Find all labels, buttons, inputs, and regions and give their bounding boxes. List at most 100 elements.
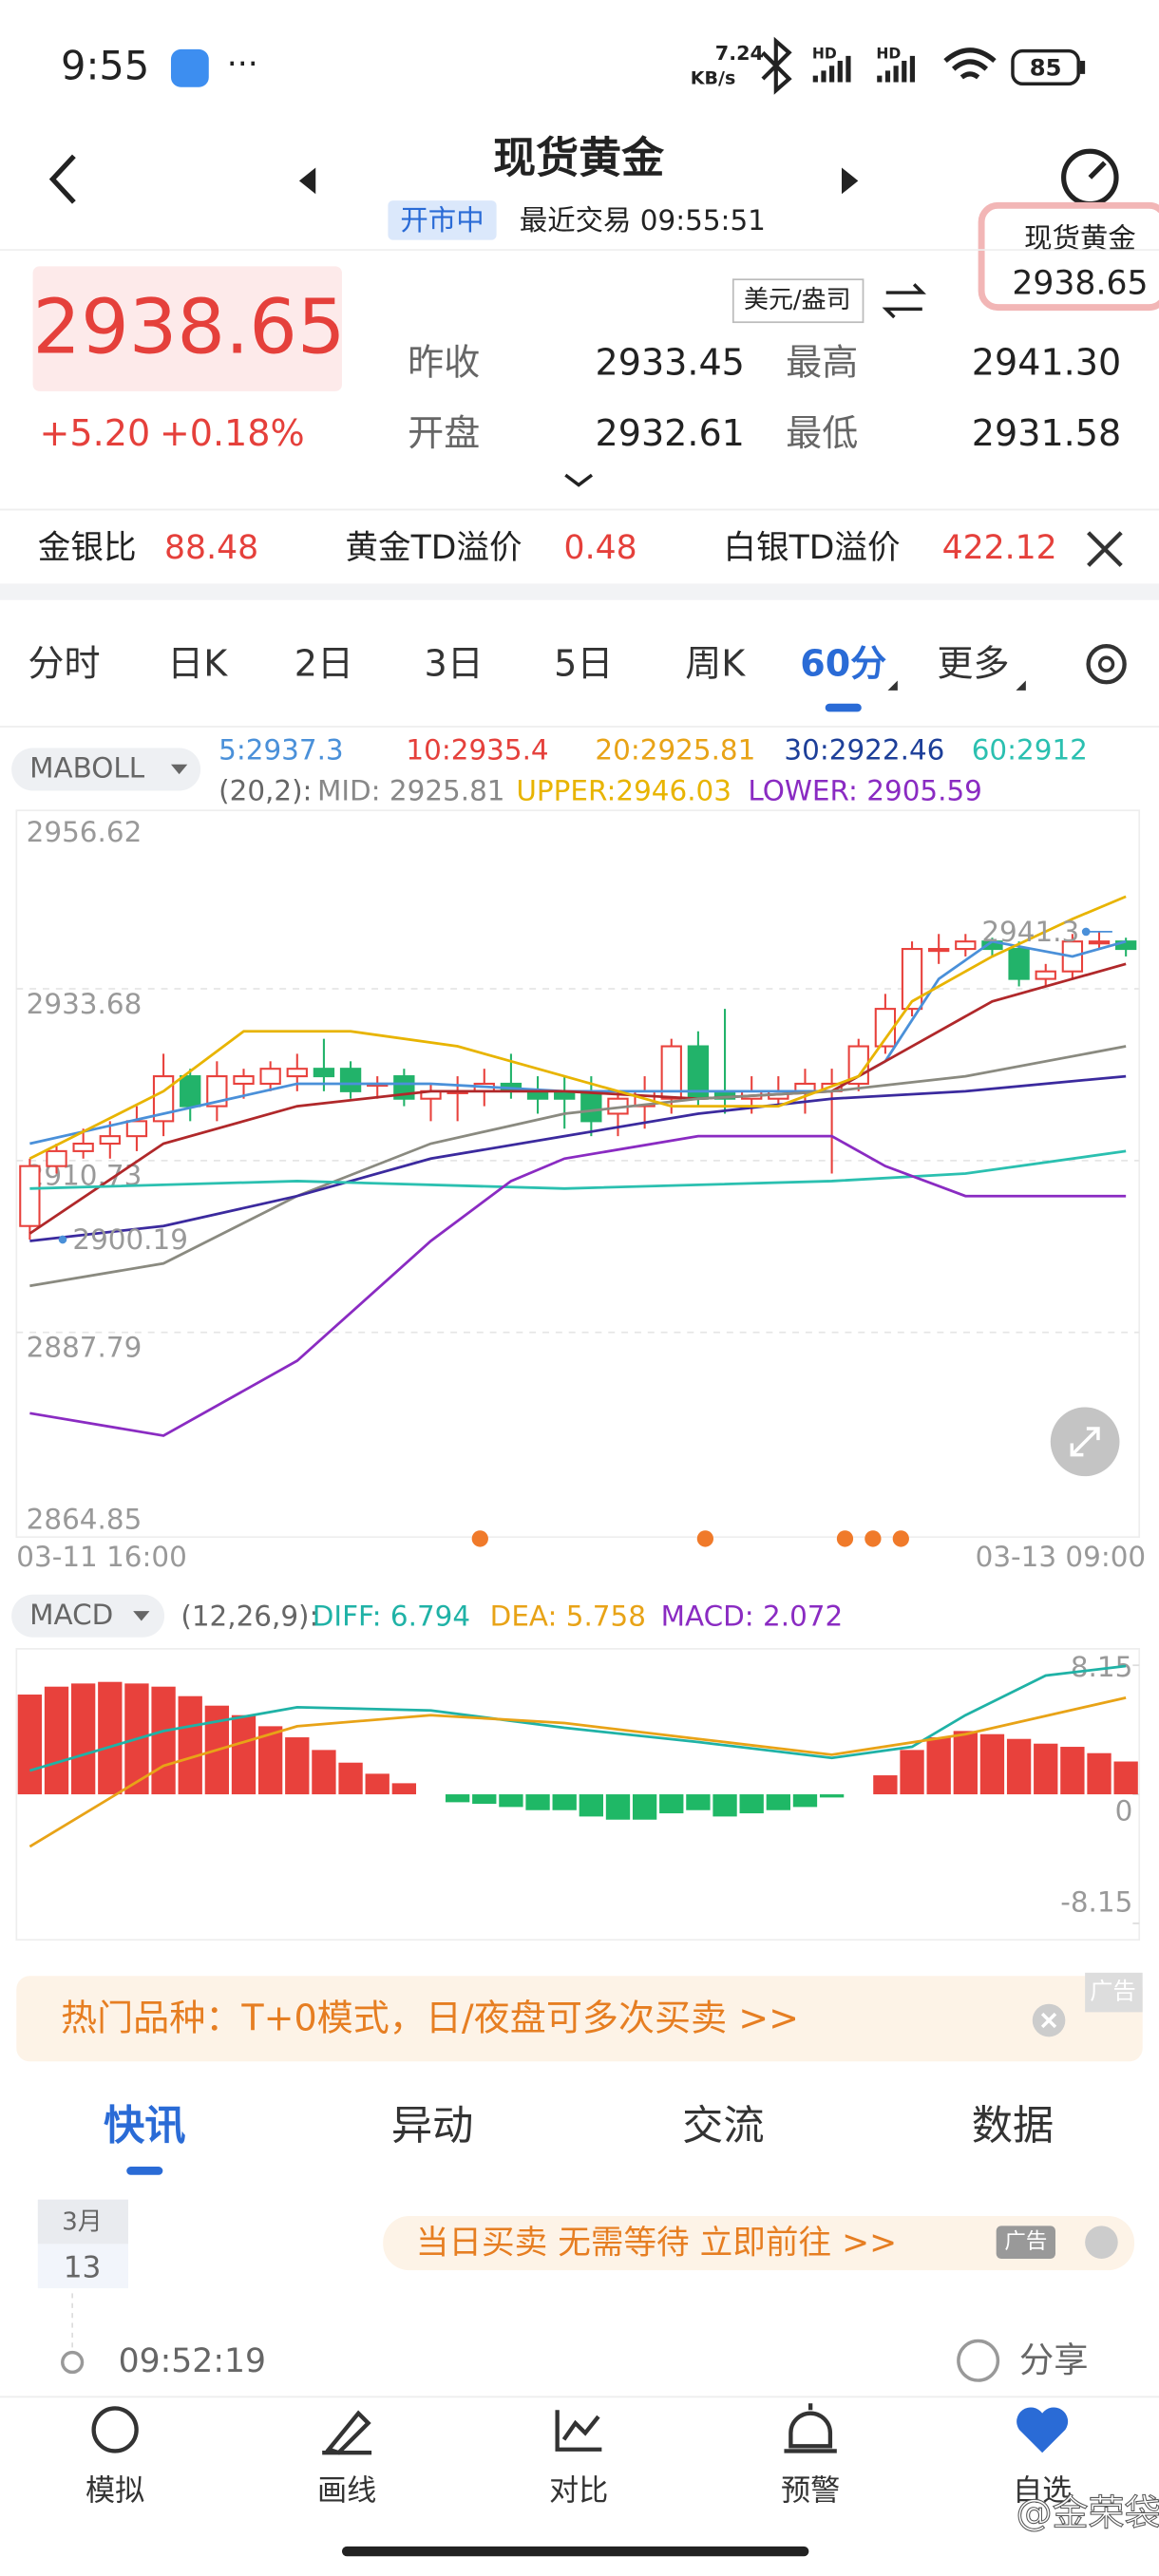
news-tab[interactable]: 交流 [682, 2103, 765, 2150]
macd-bar [44, 1686, 69, 1795]
event-dot[interactable] [892, 1530, 909, 1547]
candle-body [955, 940, 977, 951]
next-button[interactable] [842, 167, 859, 195]
net-speed: 7.24 [715, 42, 764, 65]
period-tab[interactable]: 2日 [294, 642, 353, 684]
high-label: 2941.3 [981, 916, 1079, 948]
battery-level: 85 [1030, 55, 1062, 82]
close-ad[interactable] [1085, 2226, 1118, 2259]
period-tab[interactable]: 日K [167, 642, 228, 684]
price-change: +5.20 [40, 412, 151, 454]
candle-body [206, 1075, 228, 1108]
indicator-line [29, 1149, 1127, 1190]
boll-params: (20,2): [218, 775, 312, 807]
price-change-pct: +0.18% [160, 412, 305, 454]
news-tab[interactable]: 快讯 [104, 2103, 186, 2150]
macd-bar [499, 1794, 523, 1808]
last-trade: 最近交易 09:55:51 [520, 204, 766, 237]
indicator-line [28, 895, 1127, 1161]
float-card[interactable] [978, 201, 1159, 312]
nav-label[interactable]: 自选 [1013, 2474, 1072, 2509]
status-badge [388, 200, 497, 240]
tab-underline [126, 2167, 163, 2175]
period-tab[interactable]: 3日 [424, 642, 483, 684]
candle-body [72, 1142, 94, 1152]
prev-button[interactable] [298, 167, 316, 195]
macd-bar [979, 1733, 1005, 1795]
ticker-label: 黄金TD溢价 [345, 529, 522, 567]
macd-bar [632, 1794, 657, 1820]
back-button[interactable] [48, 154, 76, 204]
feed-ad[interactable] [383, 2215, 1135, 2271]
nav-icon [784, 2403, 837, 2453]
macd-bar [445, 1794, 470, 1803]
candle-body [339, 1068, 362, 1092]
nav-icon [91, 2406, 139, 2453]
indicator-line [29, 939, 1127, 1146]
price-chart: 5:2937.3 10:2935.4 20:2925.81 30:2922.46 60:… [16, 733, 1146, 1573]
macd-bar [17, 1695, 43, 1795]
macd-bar [953, 1731, 978, 1795]
ad-badge [996, 2226, 1055, 2259]
unit-box[interactable] [732, 278, 864, 324]
tab-arrow [887, 680, 898, 691]
nav-labels: 模拟 画线 对比 预警 自选 [86, 2474, 1072, 2509]
ticker-label: 白银TD溢价 [723, 529, 900, 567]
nav-label[interactable]: 模拟 [86, 2474, 144, 2509]
macd-bar [70, 1683, 96, 1795]
field-value: 2933.45 [596, 342, 745, 384]
app-icon [170, 48, 209, 87]
indicator-line [28, 1696, 1127, 1848]
settings-button[interactable] [1086, 644, 1127, 685]
date-month-box [37, 2199, 128, 2245]
news-tab[interactable]: 数据 [972, 2103, 1054, 2150]
period-tab[interactable]: 60分 [800, 642, 886, 684]
date-day-box [37, 2244, 128, 2289]
nav-icon [555, 2410, 602, 2452]
event-dot[interactable] [864, 1530, 882, 1547]
swap-icon[interactable] [882, 283, 926, 319]
macd-bar [472, 1794, 497, 1805]
expand-chevron[interactable] [564, 473, 594, 487]
low-label: 2900.19 [72, 1223, 188, 1256]
legend-item: 5:2937.3 [218, 733, 344, 766]
period-tab[interactable]: 更多 [937, 642, 1009, 684]
y-tick-label: 0 [1115, 1795, 1133, 1828]
field-label: 最低 [786, 412, 858, 454]
macd-bar [231, 1714, 256, 1795]
macd-bar [792, 1794, 818, 1808]
promo-banner[interactable] [16, 1976, 1143, 2062]
period-tab[interactable]: 分时 [28, 642, 100, 684]
legend-item: 20:2925.81 [595, 733, 755, 766]
nav-label[interactable]: 画线 [317, 2474, 376, 2509]
y-tick-label: 2887.79 [27, 1332, 142, 1364]
legend-item: DIFF: 6.794 [313, 1601, 470, 1633]
news-tab[interactable]: 异动 [391, 2103, 474, 2150]
share-icon[interactable] [957, 2339, 1000, 2382]
indicator-pill[interactable] [11, 1594, 165, 1638]
macd-bar [712, 1794, 737, 1817]
event-dot[interactable] [696, 1530, 714, 1547]
nav-label[interactable]: 对比 [549, 2474, 608, 2509]
y-tick-label: 2864.85 [27, 1503, 142, 1535]
candle-body [1008, 948, 1030, 980]
bluetooth-icon [761, 36, 792, 95]
macd-bar [659, 1794, 684, 1814]
hd-label: HD [812, 46, 837, 63]
legend-item: MACD: 2.072 [661, 1601, 844, 1633]
close-ticker[interactable] [1087, 531, 1123, 567]
float-price: 2938.65 [1012, 264, 1148, 302]
candle-body [125, 1120, 148, 1138]
indicator-pill[interactable] [11, 748, 201, 791]
last-price: 2938.65 [32, 283, 345, 371]
macd-bar [1113, 1761, 1138, 1795]
period-tab[interactable]: 5日 [554, 642, 613, 684]
event-dot[interactable] [836, 1530, 854, 1547]
event-dot[interactable] [471, 1530, 488, 1547]
more-dots: ··· [227, 46, 258, 84]
period-tab[interactable]: 周K [685, 642, 746, 684]
nav-label[interactable]: 预警 [781, 2474, 840, 2509]
news-tabs: 快讯 异动 交流 数据 [104, 2103, 1054, 2175]
market-status: 开市中 [400, 204, 484, 237]
